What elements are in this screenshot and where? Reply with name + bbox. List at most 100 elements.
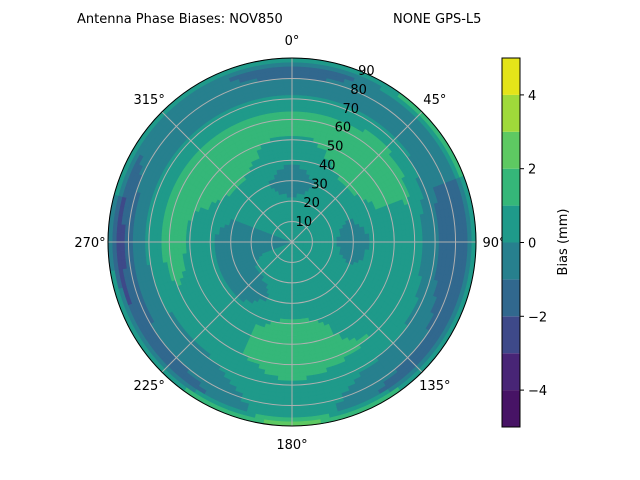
contour-cell (169, 235, 174, 243)
contour-cell (291, 311, 297, 316)
contour-cell (295, 314, 301, 320)
contour-cell (218, 237, 223, 243)
contour-cell (160, 241, 166, 250)
contour-cell (286, 139, 293, 145)
contour-cell (288, 302, 293, 308)
contour-cell (283, 388, 293, 394)
contour-cell (291, 315, 297, 320)
contour-cell (401, 241, 407, 249)
contour-cell (285, 347, 293, 353)
contour-cell (291, 302, 296, 308)
contour-cell (281, 331, 288, 337)
contour-cell (373, 241, 379, 247)
contour-cell (291, 372, 300, 378)
contour-cell (361, 241, 366, 247)
contour-cell (418, 234, 424, 243)
contour-cell (410, 241, 415, 249)
contour-cell (291, 147, 298, 153)
contour-cell (295, 306, 300, 312)
contour-cell (385, 241, 391, 248)
contour-cell (381, 241, 387, 248)
contour-cell (222, 238, 227, 243)
contour-cell (291, 102, 300, 108)
contour-cell (459, 232, 465, 243)
contour-cell (291, 131, 299, 137)
contour-cell (285, 356, 293, 361)
contour-cell (197, 236, 203, 243)
contour-cell (364, 233, 370, 239)
contour-cell (401, 235, 407, 243)
contour-cell (377, 241, 383, 248)
contour-cell (287, 311, 293, 316)
contour-cell (426, 241, 432, 250)
contour-cell (365, 241, 370, 247)
contour-cell (136, 241, 142, 251)
contour-cell (291, 164, 297, 169)
contour-cell (177, 235, 183, 243)
contour-cell (288, 172, 293, 177)
contour-cell (291, 69, 302, 75)
contour-cell (291, 319, 297, 325)
contour-cell (285, 131, 293, 137)
contour-cell (357, 241, 362, 246)
contour-cell (406, 235, 411, 243)
contour-cell (285, 351, 293, 357)
contour-cell (205, 241, 211, 247)
contour-cell (426, 234, 432, 243)
contour-cell (352, 238, 358, 243)
contour-cell (286, 331, 293, 337)
contour-cell (226, 241, 232, 246)
contour-cell (201, 236, 207, 243)
contour-cell (381, 246, 387, 253)
contour-cell (177, 241, 183, 249)
contour-cell (284, 172, 289, 178)
contour-cell (291, 127, 299, 133)
contour-cell (132, 241, 138, 251)
contour-cell (287, 159, 293, 165)
contour-cell (226, 238, 232, 243)
contour-cell (291, 86, 301, 92)
contour-cell (291, 110, 300, 116)
contour-cell (169, 241, 174, 249)
contour-cell (296, 143, 303, 149)
contour-cell (295, 310, 301, 316)
contour-cell (291, 90, 301, 96)
contour-cell (389, 236, 395, 243)
contour-cell (291, 123, 299, 128)
contour-cell (218, 245, 224, 251)
contour-cell (222, 241, 227, 246)
contour-cell (282, 151, 288, 157)
contour-cell (296, 335, 303, 341)
contour-cell (397, 241, 403, 249)
contour-cell (291, 176, 296, 182)
contour-cell (296, 331, 303, 337)
contour-cell (173, 235, 178, 243)
contour-cell (189, 236, 195, 243)
contour-cell (283, 86, 293, 92)
contour-cell (291, 368, 300, 374)
contour-cell (291, 82, 301, 88)
contour-cell (287, 323, 293, 329)
contour-cell (181, 241, 187, 249)
contour-cell (285, 123, 293, 128)
contour-cell (291, 106, 300, 112)
contour-cell (283, 164, 289, 170)
contour-cell (291, 172, 296, 177)
contour-cell (283, 168, 289, 174)
contour-cell (286, 327, 293, 333)
contour-cell (283, 82, 293, 88)
contour-cell (286, 339, 293, 345)
contour-cell (418, 241, 424, 250)
contour-cell (357, 238, 362, 243)
contour-cell (222, 245, 228, 250)
contour-cell (288, 176, 293, 182)
contour-cell (397, 235, 403, 243)
contour-cell (284, 372, 293, 378)
contour-cell (287, 164, 293, 169)
contour-cell (287, 315, 293, 320)
contour-cell (286, 147, 293, 153)
contour-cell (360, 233, 366, 239)
contour-cell (214, 237, 219, 243)
contour-cell (283, 392, 293, 398)
contour-cell (197, 246, 203, 253)
